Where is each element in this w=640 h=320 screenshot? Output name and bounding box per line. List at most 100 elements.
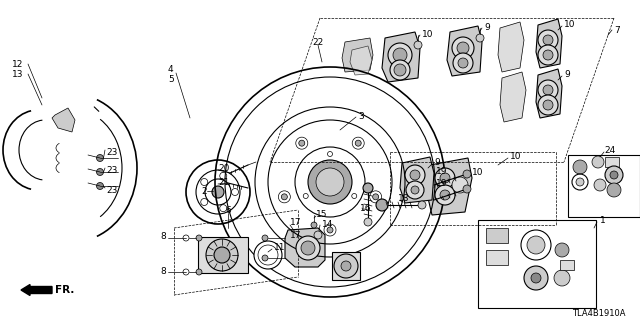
- Circle shape: [418, 201, 426, 209]
- Text: 17: 17: [290, 230, 301, 239]
- Circle shape: [453, 53, 473, 73]
- Text: 19: 19: [436, 166, 447, 175]
- Text: 10: 10: [472, 167, 483, 177]
- Circle shape: [282, 194, 287, 200]
- Text: 12: 12: [12, 60, 24, 68]
- Circle shape: [296, 236, 320, 260]
- Circle shape: [97, 155, 104, 162]
- Text: 5: 5: [168, 75, 173, 84]
- Circle shape: [376, 199, 388, 211]
- Circle shape: [527, 236, 545, 254]
- Circle shape: [543, 85, 553, 95]
- Circle shape: [341, 261, 351, 271]
- Text: 23: 23: [106, 186, 117, 195]
- Polygon shape: [536, 19, 562, 68]
- Circle shape: [262, 255, 268, 261]
- Circle shape: [463, 185, 471, 193]
- Circle shape: [457, 42, 469, 54]
- Polygon shape: [52, 108, 75, 132]
- Circle shape: [476, 34, 484, 42]
- Circle shape: [414, 41, 422, 49]
- Circle shape: [554, 270, 570, 286]
- Text: 3: 3: [358, 111, 364, 121]
- Text: 16: 16: [360, 204, 371, 212]
- Text: 9: 9: [434, 157, 440, 166]
- Bar: [486, 250, 508, 265]
- Text: 24: 24: [604, 146, 615, 155]
- Circle shape: [452, 177, 468, 193]
- Circle shape: [327, 227, 333, 233]
- Circle shape: [543, 100, 553, 110]
- Circle shape: [97, 182, 104, 189]
- Circle shape: [308, 160, 352, 204]
- Text: 1: 1: [600, 215, 605, 225]
- Circle shape: [262, 235, 268, 241]
- Text: 18: 18: [398, 194, 410, 203]
- Text: 10: 10: [564, 20, 575, 28]
- Text: 15: 15: [316, 210, 328, 219]
- Circle shape: [212, 186, 224, 198]
- Text: 9: 9: [564, 69, 570, 78]
- Circle shape: [531, 273, 541, 283]
- Polygon shape: [400, 157, 434, 203]
- Polygon shape: [285, 228, 325, 267]
- Circle shape: [411, 186, 419, 194]
- Circle shape: [458, 58, 468, 68]
- Polygon shape: [498, 22, 524, 72]
- Circle shape: [573, 160, 587, 174]
- Circle shape: [196, 235, 202, 241]
- Circle shape: [410, 170, 420, 180]
- Circle shape: [435, 185, 455, 205]
- Circle shape: [355, 140, 361, 146]
- Circle shape: [214, 247, 230, 263]
- Circle shape: [605, 166, 623, 184]
- Polygon shape: [350, 46, 372, 75]
- Circle shape: [463, 170, 471, 178]
- Bar: [605, 157, 619, 167]
- Circle shape: [592, 156, 604, 168]
- Circle shape: [440, 173, 450, 183]
- Circle shape: [393, 48, 407, 62]
- Text: 6: 6: [225, 205, 231, 214]
- Text: 23: 23: [106, 148, 117, 156]
- Text: 8: 8: [160, 231, 166, 241]
- Bar: [332, 252, 360, 280]
- Circle shape: [301, 241, 315, 255]
- Bar: [478, 220, 596, 308]
- Circle shape: [538, 95, 558, 115]
- Text: 17: 17: [290, 218, 301, 227]
- Circle shape: [576, 178, 584, 186]
- Circle shape: [394, 64, 406, 76]
- Circle shape: [196, 269, 202, 275]
- Text: 20: 20: [218, 164, 229, 172]
- Circle shape: [538, 80, 558, 100]
- Circle shape: [538, 30, 558, 50]
- Circle shape: [388, 43, 412, 67]
- Text: TLA4B1910A: TLA4B1910A: [572, 308, 625, 317]
- Text: 11: 11: [274, 243, 285, 252]
- Text: 10: 10: [422, 29, 433, 38]
- Text: 22: 22: [312, 37, 323, 46]
- Text: 23: 23: [106, 165, 117, 174]
- Polygon shape: [536, 69, 562, 118]
- Circle shape: [524, 266, 548, 290]
- Bar: [568, 155, 640, 217]
- Circle shape: [405, 165, 425, 185]
- Circle shape: [206, 239, 238, 271]
- Circle shape: [97, 169, 104, 175]
- Circle shape: [372, 194, 379, 200]
- Circle shape: [390, 60, 410, 80]
- Text: FR.: FR.: [55, 285, 74, 295]
- Polygon shape: [342, 38, 373, 72]
- Text: 19: 19: [436, 179, 447, 188]
- Text: 4: 4: [168, 65, 173, 74]
- Circle shape: [363, 183, 373, 193]
- FancyArrow shape: [21, 284, 52, 295]
- Circle shape: [543, 50, 553, 60]
- Circle shape: [254, 241, 282, 269]
- Text: 21: 21: [218, 178, 229, 187]
- Text: 8: 8: [160, 268, 166, 276]
- Circle shape: [594, 179, 606, 191]
- Circle shape: [311, 222, 317, 228]
- Circle shape: [607, 183, 621, 197]
